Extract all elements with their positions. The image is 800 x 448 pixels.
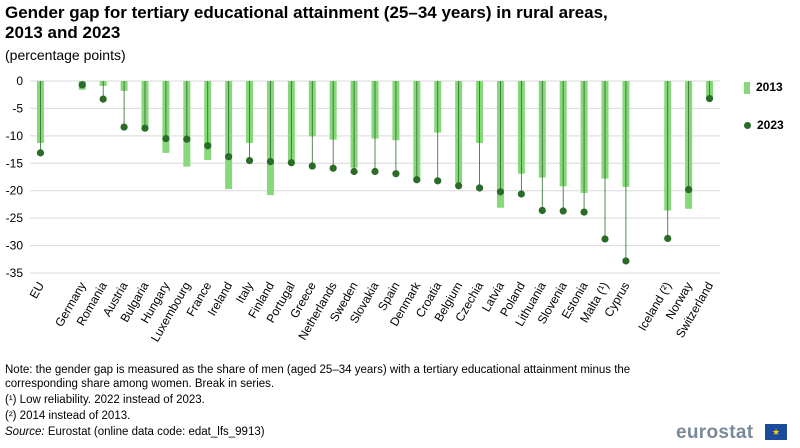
note-2: (²) 2014 instead of 2013.: [5, 410, 131, 422]
point-2023: [664, 234, 672, 243]
note-general: Note: the gender gap is measured as the …: [5, 364, 631, 390]
point-2023: [559, 207, 567, 215]
point-2023: [475, 184, 484, 192]
point-2023: [245, 156, 254, 165]
point-2023: [705, 94, 714, 103]
y-tick-label: -20: [6, 184, 24, 198]
source-line: Source: Eurostat (online data code: edat…: [5, 425, 695, 439]
legend-label-2013: 2013: [756, 80, 783, 94]
legend-label-2023: 2023: [757, 118, 784, 132]
eu-flag-icon: ★: [765, 424, 787, 440]
y-tick-label: -15: [6, 156, 24, 170]
point-2023: [580, 208, 588, 216]
point-2023: [538, 206, 546, 215]
y-tick-label: -35: [6, 266, 24, 280]
x-tick-label: EU: [27, 280, 47, 301]
point-2023: [601, 235, 609, 243]
y-tick-label: -10: [6, 129, 24, 143]
y-tick-label: 0: [16, 74, 23, 88]
y-tick-label: -25: [6, 211, 24, 225]
point-2023: [141, 124, 149, 132]
point-2023: [120, 123, 128, 131]
point-2023: [204, 142, 212, 150]
point-2023: [308, 162, 316, 170]
note-1: (¹) Low reliability. 2022 instead of 202…: [5, 394, 205, 406]
point-2023: [287, 159, 295, 167]
chart-subtitle: (percentage points): [5, 47, 126, 63]
point-2023: [329, 164, 337, 172]
eurostat-logo: eurostat: [676, 422, 754, 443]
source-text: Eurostat (online data code: edat_lfs_991…: [44, 426, 265, 438]
point-2023: [350, 167, 358, 176]
point-2023: [455, 182, 463, 190]
point-2023: [183, 135, 191, 143]
y-tick-label: -5: [12, 101, 23, 115]
point-2023: [99, 95, 107, 103]
legend-swatch-2023: [744, 122, 751, 130]
source-label: Source:: [5, 426, 45, 438]
y-tick-label: -30: [6, 239, 24, 253]
point-2023: [225, 153, 233, 161]
point-2023: [266, 158, 275, 166]
point-2023: [434, 177, 442, 185]
point-2023: [36, 149, 45, 157]
footnotes: Note: the gender gap is measured as the …: [5, 363, 695, 441]
point-2023: [685, 186, 693, 194]
point-2023: [78, 81, 86, 89]
point-2023: [517, 190, 525, 198]
point-2023: [413, 176, 421, 184]
chart-title: Gender gap for tertiary educational atta…: [5, 3, 608, 42]
point-2023: [622, 257, 630, 265]
legend-item-2023: 2023: [744, 118, 784, 132]
legend-swatch-2013: [744, 81, 750, 94]
legend-item-2013: 2013: [744, 80, 783, 94]
point-2023: [392, 170, 400, 178]
point-2023: [496, 188, 505, 196]
point-2023: [162, 135, 170, 143]
point-2023: [371, 167, 379, 176]
